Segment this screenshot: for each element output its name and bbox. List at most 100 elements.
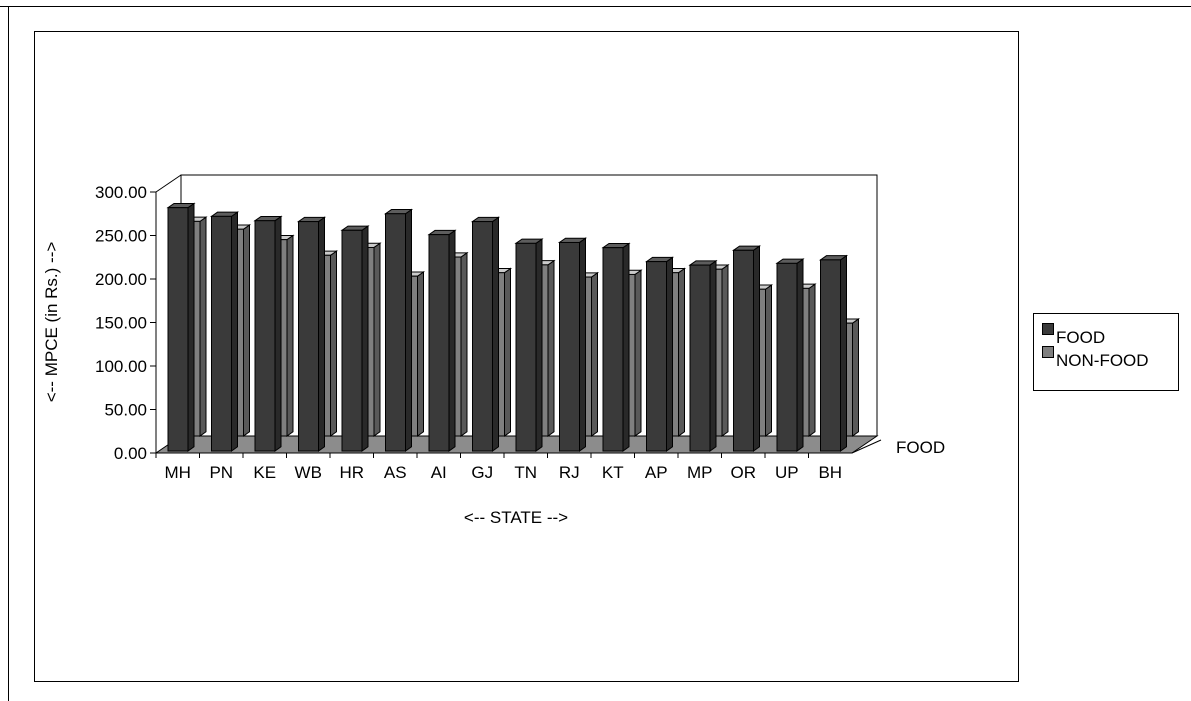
bar-side (840, 254, 847, 452)
bar-front (428, 234, 450, 452)
bar-food-gj (470, 216, 501, 452)
y-tick-label: 150.00 (95, 314, 147, 333)
bar-front (689, 264, 711, 452)
x-tick-label: MP (687, 463, 713, 482)
bar-food-bh (818, 254, 849, 452)
bar-side (535, 238, 543, 452)
x-tick-label: OR (731, 463, 757, 482)
x-tick-label: WB (295, 463, 322, 482)
x-tick-label: AP (645, 463, 668, 482)
bar-food-ke (253, 215, 283, 452)
bar-side (243, 224, 250, 437)
bar-food-hr (340, 225, 370, 452)
bar-side (460, 251, 468, 437)
y-axis-title: <-- MPCE (in Rs.) --> (42, 242, 61, 403)
y-tick-label: 200.00 (95, 270, 147, 289)
x-tick-label: HR (339, 463, 364, 482)
bar-front (776, 262, 798, 452)
bar-side (634, 269, 642, 437)
bar-side (187, 202, 195, 452)
bar-food-mh (166, 202, 196, 452)
bar-front (559, 241, 580, 452)
legend-item-non-food: NON-FOOD (1042, 346, 1178, 370)
depth-axis-label: FOOD (896, 438, 945, 457)
sheet-top-border (0, 6, 1191, 7)
bar-side (361, 225, 369, 452)
bar-front (385, 213, 406, 452)
bar-side (373, 242, 381, 437)
bar-side (721, 264, 729, 437)
bar-side (547, 259, 555, 437)
bar-front (602, 247, 624, 452)
bar-side (579, 237, 586, 452)
bar-side (709, 259, 717, 452)
bar-side (318, 216, 325, 452)
x-axis-title: <-- STATE --> (464, 508, 568, 527)
x-tick-label: PN (209, 463, 233, 482)
bar-front (211, 215, 232, 452)
sheet-left-border (8, 6, 9, 701)
bar-side (765, 284, 772, 437)
depth-axis-line (851, 439, 882, 454)
bar-side (286, 234, 294, 437)
bar-front (646, 261, 667, 452)
bar-side (231, 211, 238, 452)
bar-food-ai (427, 229, 457, 452)
x-tick-label: KE (253, 463, 276, 482)
bar-food-ap (644, 256, 675, 452)
bar-side (678, 267, 685, 437)
y-tick-label: 100.00 (95, 357, 147, 376)
bar-front (515, 242, 537, 452)
x-tick-label: KT (602, 463, 624, 482)
bar-front (472, 221, 493, 452)
bar-side (330, 250, 337, 437)
bar-side (808, 283, 816, 437)
x-tick-label: AI (431, 463, 447, 482)
bar-food-up (775, 258, 805, 452)
wall-top-edge (155, 174, 182, 193)
legend-label-non-food: NON-FOOD (1056, 351, 1149, 370)
bar-side (796, 258, 804, 452)
bar-side (622, 242, 630, 452)
x-tick-label: MH (165, 463, 191, 482)
bar-front (820, 259, 841, 452)
legend-item-food: FOOD (1042, 323, 1178, 347)
legend-swatch-non-food (1042, 346, 1054, 358)
bar-side (492, 216, 499, 452)
bar-side (405, 208, 412, 452)
y-tick-label: 250.00 (95, 227, 147, 246)
bar-side (199, 216, 207, 437)
bar-food-mp (688, 259, 718, 452)
legend-swatch-food (1042, 323, 1054, 335)
bar-food-tn (514, 238, 544, 452)
legend-label-food: FOOD (1056, 328, 1106, 347)
bar-food-or (731, 245, 762, 452)
y-tick-label: 300.00 (95, 183, 147, 202)
x-tick-label: GJ (471, 463, 493, 482)
bar-front (298, 221, 319, 452)
bar-front (733, 249, 754, 452)
x-tick-label: TN (514, 463, 537, 482)
x-tick-label: AS (384, 463, 407, 482)
bar-side (753, 245, 760, 452)
bar-front (254, 220, 276, 452)
bar-food-rj (557, 237, 588, 452)
y-tick-label: 0.00 (114, 444, 147, 463)
bar-side (666, 256, 673, 452)
legend: FOOD NON-FOOD (1033, 313, 1179, 391)
y-tick-label: 50.00 (104, 401, 147, 420)
bar-side (504, 267, 511, 437)
bar-food-wb (296, 216, 327, 452)
bar-food-pn (209, 211, 240, 452)
bar-food-as (383, 208, 414, 452)
bar-side (274, 215, 282, 452)
bar-front (341, 229, 363, 452)
bar-side (448, 229, 456, 452)
x-tick-label: RJ (559, 463, 580, 482)
bar-side (852, 317, 859, 437)
bar-side (591, 271, 598, 437)
chart-frame (34, 31, 1019, 682)
bar-food-kt (601, 242, 631, 452)
bar-front (167, 207, 189, 452)
